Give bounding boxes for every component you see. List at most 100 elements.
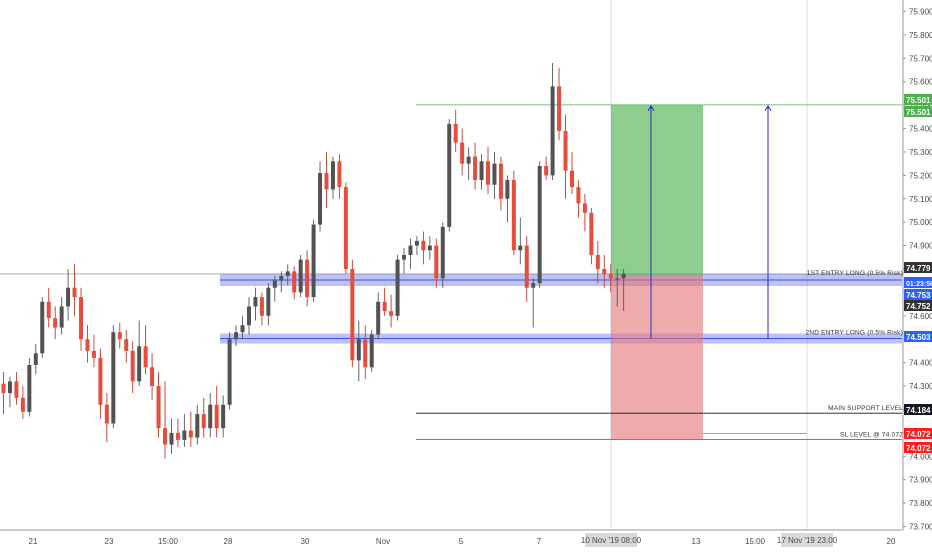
- candle-body: [130, 350, 135, 382]
- candle-body: [53, 318, 58, 328]
- candle: [85, 325, 90, 363]
- price-tick-label: 74.000: [909, 452, 932, 461]
- candle-body: [285, 271, 290, 277]
- price-tag[interactable]: 74.072: [904, 428, 932, 439]
- price-tag[interactable]: 74.779: [904, 262, 932, 273]
- price-tick-label: 75.700: [909, 54, 932, 63]
- candle: [285, 264, 290, 286]
- candle-body: [246, 306, 251, 326]
- candle-body: [330, 161, 335, 190]
- candle-body: [79, 297, 84, 340]
- date-label: 15:00: [745, 537, 766, 546]
- candle-body: [408, 245, 413, 255]
- candle: [324, 151, 329, 209]
- candle: [453, 109, 458, 152]
- candle: [550, 63, 555, 181]
- candle-body: [98, 357, 103, 405]
- candle: [195, 404, 200, 445]
- candle-body: [40, 301, 45, 354]
- price-tick-label: 74.400: [909, 359, 932, 368]
- candle: [298, 254, 303, 298]
- candle: [440, 222, 445, 288]
- arrow-1: [647, 104, 655, 339]
- candle-body: [427, 245, 432, 251]
- cursor-date-background: [781, 533, 833, 547]
- candle-body: [1, 383, 6, 394]
- price-tag-background: [904, 404, 932, 415]
- price-tag[interactable]: 74.753: [904, 289, 932, 300]
- candle: [253, 287, 258, 321]
- candle-body: [195, 414, 200, 438]
- candle: [498, 156, 503, 211]
- price-tick-label: 74.900: [909, 242, 932, 251]
- candle: [72, 264, 77, 316]
- price-tag[interactable]: 75.501: [904, 94, 932, 105]
- price-tag[interactable]: 74.503: [904, 331, 932, 342]
- candle: [330, 156, 335, 199]
- candle: [356, 320, 361, 382]
- candle: [582, 194, 587, 232]
- candle-body: [259, 297, 264, 316]
- entry1-annotation: 1ST ENTRY LONG (0.5% Risk): [807, 270, 903, 277]
- price-tag[interactable]: 74.184: [904, 404, 932, 415]
- candle-body: [395, 259, 400, 316]
- candle-body: [188, 430, 193, 438]
- candle: [59, 297, 64, 335]
- candle-body: [221, 404, 226, 429]
- price-tag-text: 74.072: [906, 430, 931, 439]
- candle: [479, 154, 484, 190]
- date-label: 23: [105, 537, 114, 546]
- price-tick-label: 75.800: [909, 31, 932, 40]
- price-tags[interactable]: 75.50175.50174.77974.75301:23:5074.75274…: [904, 94, 932, 453]
- candle-body: [253, 297, 258, 307]
- price-tick-label: 74.600: [909, 312, 932, 321]
- candle: [66, 269, 71, 321]
- candle: [569, 151, 574, 195]
- candle: [486, 147, 490, 195]
- candle: [208, 393, 213, 438]
- price-tick-label: 73.800: [909, 499, 932, 508]
- candle: [201, 397, 206, 438]
- candle: [143, 325, 148, 375]
- candle: [221, 395, 226, 438]
- candles-group: [1, 63, 626, 459]
- price-tag[interactable]: 74.072: [904, 442, 932, 453]
- candle-body: [137, 346, 142, 382]
- candle: [576, 180, 581, 218]
- candle: [595, 240, 600, 284]
- price-tag[interactable]: 74.752: [904, 300, 932, 311]
- candle-body: [492, 163, 497, 185]
- candle: [117, 322, 122, 349]
- date-label: 7: [537, 537, 542, 546]
- candle-body: [414, 240, 419, 246]
- candle-body: [298, 259, 303, 293]
- candle-body: [201, 414, 206, 429]
- candle-body: [382, 301, 387, 312]
- candle-body: [85, 339, 90, 351]
- candle: [234, 325, 239, 347]
- candle-body: [214, 404, 219, 429]
- price-tag-text: 75.501: [906, 96, 931, 105]
- sl-annotation: SL LEVEL @ 74.072: [840, 431, 903, 438]
- cursor-date-background: [585, 533, 637, 547]
- candle-body: [350, 269, 355, 361]
- price-tag-text: 74.184: [906, 406, 931, 415]
- price-tag[interactable]: 01:23:50: [904, 277, 932, 288]
- candle: [40, 297, 45, 358]
- date-label: Nov: [376, 537, 390, 546]
- candle-body: [169, 432, 174, 445]
- price-tag-background: [904, 106, 932, 117]
- candle-body: [537, 166, 542, 284]
- candle: [246, 297, 251, 335]
- date-label: 5: [459, 537, 464, 546]
- candle-body: [182, 430, 187, 440]
- candle: [292, 266, 297, 300]
- candle: [98, 348, 103, 419]
- price-tag[interactable]: 75.501: [904, 106, 932, 117]
- price-tag-background: [904, 94, 932, 105]
- date-axis-labels: 21 23 15:00 28 30 Nov 5 7 13 15:00 20: [29, 537, 896, 546]
- price-tick-label: 75.500: [909, 101, 932, 110]
- candle: [311, 219, 316, 302]
- candle-body: [589, 212, 594, 255]
- candle-body: [208, 404, 213, 429]
